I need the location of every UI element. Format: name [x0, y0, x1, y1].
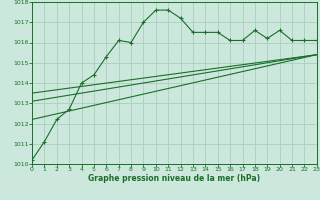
X-axis label: Graphe pression niveau de la mer (hPa): Graphe pression niveau de la mer (hPa)	[88, 174, 260, 183]
